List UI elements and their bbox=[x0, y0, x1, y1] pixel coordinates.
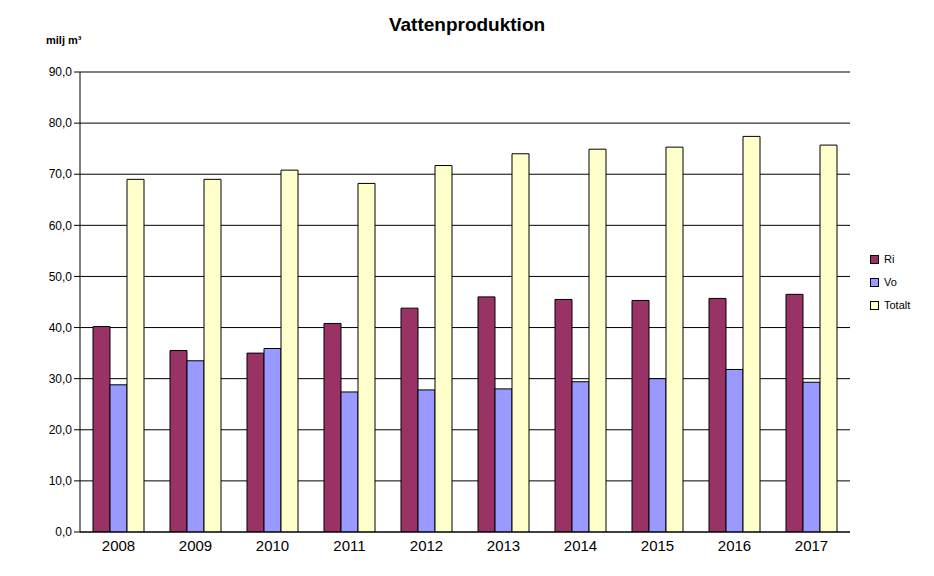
svg-text:2016: 2016 bbox=[718, 537, 751, 554]
svg-text:2013: 2013 bbox=[487, 537, 520, 554]
svg-text:30,0: 30,0 bbox=[49, 372, 73, 386]
svg-text:90,0: 90,0 bbox=[49, 65, 73, 79]
svg-text:2009: 2009 bbox=[179, 537, 212, 554]
svg-text:20,0: 20,0 bbox=[49, 423, 73, 437]
html-text:Vo: Vo bbox=[884, 276, 897, 288]
svg-text:0,0: 0,0 bbox=[55, 525, 72, 539]
svg-text:10,0: 10,0 bbox=[49, 474, 73, 488]
svg-text:50,0: 50,0 bbox=[49, 270, 73, 284]
svg-text:2010: 2010 bbox=[256, 537, 289, 554]
svg-text:80,0: 80,0 bbox=[49, 116, 73, 130]
html-text:milj m³: milj m³ bbox=[46, 34, 82, 46]
svg-text:2011: 2011 bbox=[333, 537, 365, 554]
html-text:Vattenproduktion: Vattenproduktion bbox=[388, 14, 546, 35]
svg-text:2008: 2008 bbox=[102, 537, 135, 554]
svg-text:40,0: 40,0 bbox=[49, 321, 73, 335]
html-text:Ri: Ri bbox=[884, 253, 895, 265]
svg-text:2012: 2012 bbox=[410, 537, 443, 554]
svg-text:2017: 2017 bbox=[795, 537, 828, 554]
html-text:Totalt: Totalt bbox=[884, 299, 911, 311]
svg-text:2015: 2015 bbox=[641, 537, 674, 554]
svg-text:2014: 2014 bbox=[564, 537, 597, 554]
svg-text:70,0: 70,0 bbox=[49, 167, 73, 181]
svg-text:60,0: 60,0 bbox=[49, 219, 73, 233]
